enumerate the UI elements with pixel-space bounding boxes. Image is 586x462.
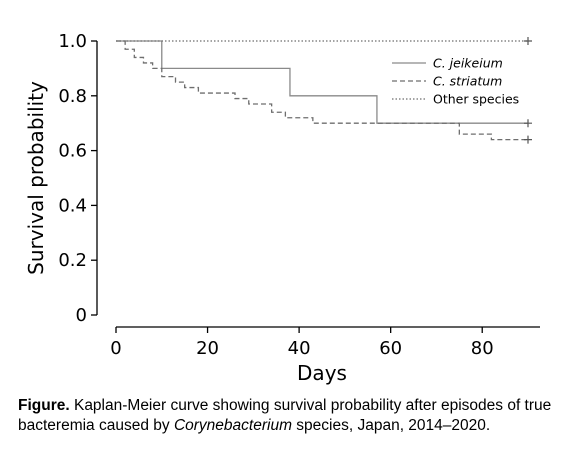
axes: 0 0.2 0.4 0.6 0.8 1.0 0 20 40 60 80 (58, 31, 540, 359)
caption-text-before: Kaplan-Meier curve showing survival prob… (18, 397, 552, 434)
x-axis-title: Days (297, 361, 347, 385)
x-tick-label: 40 (288, 338, 311, 359)
y-tick-label: 1.0 (58, 31, 87, 52)
x-tick-label: 0 (110, 338, 121, 359)
legend-label-0: C. jeikeium (433, 56, 503, 71)
series-line-1 (116, 40, 528, 141)
series-layer (116, 37, 532, 144)
figure-caption: Figure. Kaplan-Meier curve showing survi… (18, 396, 573, 436)
censor-mark (524, 135, 532, 144)
censor-mark (524, 119, 532, 128)
chart: 00.20.40.60.81.00 20 40 60 80 C. jeikeiumC. … (24, 31, 540, 385)
censor-mark (524, 37, 532, 45)
y-axis-title: Survival probability (24, 81, 48, 275)
caption-italic-genus: Corynebacterium (173, 417, 292, 434)
x-tick-label: 80 (471, 338, 494, 359)
y-tick-label: 0 (76, 305, 87, 326)
legend-label-1: C. striatum (433, 74, 502, 89)
legend: C. jeikeium C. striatum Other species (392, 56, 519, 107)
caption-lead: Figure. (18, 397, 70, 414)
y-tick-label: 0.4 (58, 195, 87, 216)
y-tick-label: 0.8 (58, 86, 87, 107)
caption-text-after: species, Japan, 2014–2020. (291, 417, 491, 434)
y-tick-label: 0.6 (58, 141, 87, 162)
x-tick-label: 60 (379, 338, 402, 359)
series-line-0 (116, 40, 528, 124)
x-tick-label: 20 (196, 338, 219, 359)
y-tick-label: 0.2 (58, 250, 87, 271)
legend-label-2: Other species (433, 92, 519, 107)
